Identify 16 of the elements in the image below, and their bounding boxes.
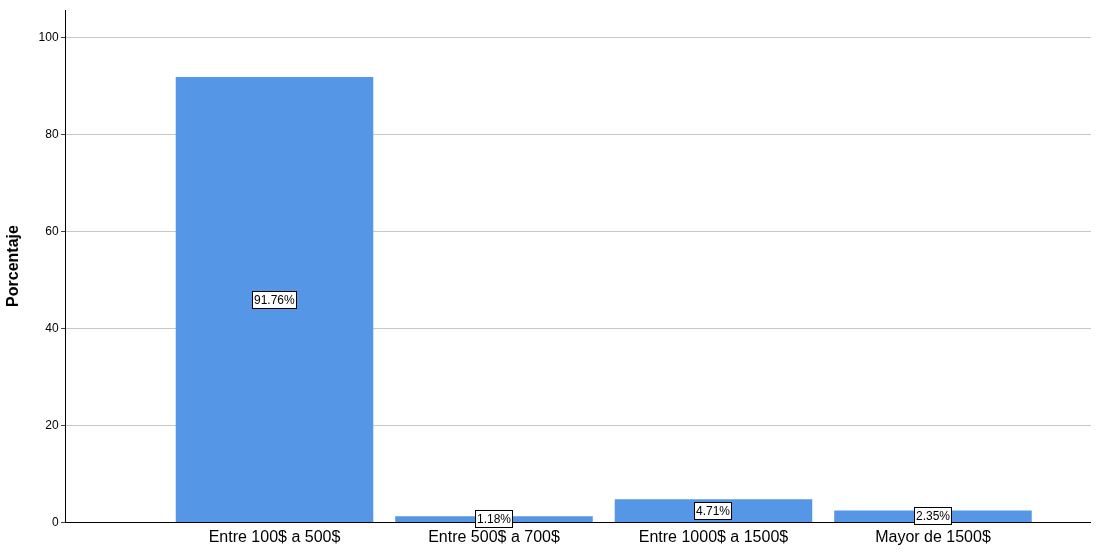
y-tick-label: 40 <box>45 321 59 336</box>
x-tick-label: Entre 500$ a 700$ <box>428 528 560 546</box>
y-tick-label: 20 <box>45 418 59 433</box>
data-label: 4.71% <box>696 504 731 518</box>
data-label: 1.18% <box>477 512 512 526</box>
y-tick-label: 0 <box>51 515 59 530</box>
y-tick-label: 80 <box>45 127 59 142</box>
bar <box>175 77 374 522</box>
data-label: 2.35% <box>916 509 951 523</box>
x-tick-label: Entre 1000$ a 1500$ <box>638 528 789 546</box>
y-tick-label: 100 <box>38 30 59 45</box>
data-label: 91.76% <box>254 293 296 307</box>
x-tick-label: Entre 100$ a 500$ <box>208 528 341 546</box>
y-tick-label: 60 <box>45 224 59 239</box>
x-tick-label: Mayor de 1500$ <box>875 528 991 546</box>
y-axis-title: Porcentaje <box>4 224 22 307</box>
